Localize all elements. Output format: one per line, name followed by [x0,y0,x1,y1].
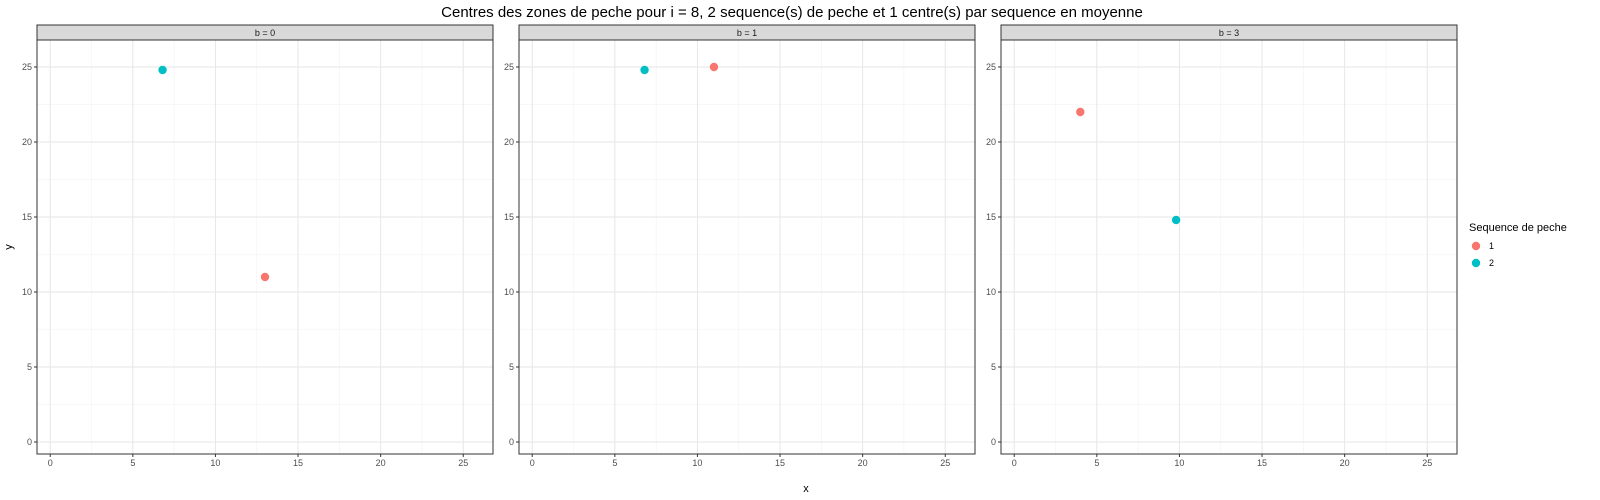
legend: Sequence de peche 1 2 [1469,222,1567,268]
panel-background [37,40,493,454]
x-tick-label: 10 [210,458,220,468]
data-point-series-2 [158,65,167,75]
legend-key-1 [1471,241,1481,251]
facet-panel: b = 0 0 5 10 15 20 25 0 5 10 15 20 25 [22,24,494,468]
facet-strip [1000,24,1458,41]
panels: b = 0 0 5 10 15 20 25 0 5 10 15 20 25 b = 1 0 5 10 15 20 25… [22,24,1458,468]
y-tick-label: 20 [22,137,32,147]
facet-strip-label: b = 0 [255,28,275,38]
data-point-series-1 [260,272,270,282]
x-axis-title: x [803,483,809,495]
y-tick-label: 20 [986,137,996,147]
y-tick-label: 0 [509,437,514,447]
x-tick-label: 20 [858,458,868,468]
x-tick-label: 0 [1012,458,1017,468]
data-point-series-1 [1076,107,1085,117]
y-tick-label: 0 [27,437,32,447]
y-tick-label: 25 [504,62,514,72]
panel-background [1001,40,1457,454]
facet-strip-label: b = 3 [1219,28,1239,38]
chart-title: Centres des zones de peche pour i = 8, 2… [441,4,1143,21]
y-tick-label: 0 [991,437,996,447]
facet-strip-label: b = 1 [737,28,757,38]
panel-background [519,40,975,454]
data-point-series-2 [640,65,649,75]
y-tick-label: 20 [504,137,514,147]
y-tick-label: 5 [27,362,32,372]
y-tick-label: 10 [986,287,996,297]
facet-strip [518,24,976,41]
y-tick-label: 25 [986,62,996,72]
x-tick-label: 20 [376,458,386,468]
facet-panel: b = 1 0 5 10 15 20 25 0 5 10 15 20 25 [504,24,976,468]
x-tick-label: 5 [1094,458,1099,468]
x-tick-label: 5 [612,458,617,468]
facet-strip [36,24,494,41]
x-tick-label: 15 [1257,458,1267,468]
x-tick-label: 20 [1340,458,1350,468]
x-tick-label: 15 [293,458,303,468]
legend-key-2 [1471,258,1481,268]
x-tick-label: 15 [775,458,785,468]
y-tick-label: 10 [504,287,514,297]
x-tick-label: 0 [48,458,53,468]
data-point-series-1 [709,62,719,72]
legend-title: Sequence de peche [1469,222,1567,234]
y-tick-label: 10 [22,287,32,297]
x-tick-label: 10 [692,458,702,468]
y-tick-label: 15 [504,212,514,222]
x-tick-label: 25 [1422,458,1432,468]
y-tick-label: 15 [986,212,996,222]
x-tick-label: 10 [1174,458,1184,468]
x-tick-label: 0 [530,458,535,468]
data-point-series-2 [1171,215,1181,225]
x-tick-label: 5 [130,458,135,468]
y-tick-label: 15 [22,212,32,222]
x-tick-label: 25 [940,458,950,468]
y-tick-label: 25 [22,62,32,72]
x-tick-label: 25 [458,458,468,468]
y-tick-label: 5 [509,362,514,372]
y-axis-title: y [3,244,15,250]
facet-panel: b = 3 0 5 10 15 20 25 0 5 10 15 20 25 [986,24,1458,468]
legend-label-2: 2 [1489,258,1494,268]
y-tick-label: 5 [991,362,996,372]
legend-label-1: 1 [1489,241,1494,251]
